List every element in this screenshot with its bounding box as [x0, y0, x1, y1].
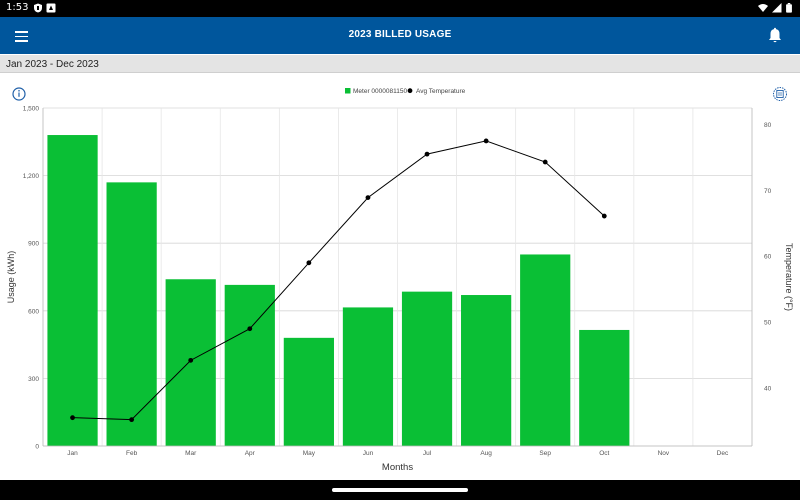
usage-bar-oct[interactable]: [579, 329, 630, 446]
legend-label-meter: Meter 0000081150: [353, 88, 407, 95]
chart-temperature-line: [70, 138, 607, 423]
y2-tick-label: 70: [764, 188, 772, 195]
page-title: 2023 BILLED USAGE: [348, 29, 452, 40]
usage-bar-sep[interactable]: [520, 254, 571, 446]
date-range-bar: Jan 2023 - Dec 2023: [0, 55, 800, 73]
legend-swatch-temperature: [407, 88, 413, 94]
chart-legend: Meter 0000081150 Avg Temperature: [345, 88, 466, 95]
home-gesture-handle[interactable]: [332, 488, 468, 492]
app-bar: 2023 BILLED USAGE: [0, 17, 800, 54]
y2-tick-label: 40: [764, 386, 772, 393]
battery-icon: [786, 3, 792, 13]
y-tick-label: 300: [28, 376, 39, 383]
info-icon-stem: [18, 92, 20, 97]
chart-area: 0 300 600 900 1,200 1,500 40 50 60 70 80 Jan Feb Mar A…: [0, 74, 800, 480]
temperature-point-jun[interactable]: [365, 195, 371, 201]
x-tick-label: Jun: [363, 450, 374, 457]
temperature-point-may[interactable]: [306, 260, 312, 266]
x-tick-label: Apr: [245, 450, 256, 457]
legend-label-temperature: Avg Temperature: [416, 88, 466, 95]
y-tick-label: 0: [35, 444, 39, 451]
x-tick-label: Sep: [539, 450, 551, 457]
hamburger-menu-icon: [15, 31, 28, 33]
usage-bar-apr[interactable]: [224, 284, 275, 446]
usage-bar-aug[interactable]: [461, 295, 512, 446]
y-axis-title: Usage (kWh): [6, 251, 16, 304]
x-tick-label: Jul: [423, 450, 432, 457]
y2-tick-label: 80: [764, 122, 772, 129]
usage-bar-feb[interactable]: [106, 182, 157, 447]
x-axis-title: Months: [382, 462, 413, 473]
y2-tick-label: 60: [764, 254, 772, 261]
temperature-point-jan[interactable]: [70, 415, 75, 421]
bill-button[interactable]: [773, 87, 787, 101]
usage-bar-jan[interactable]: [47, 135, 98, 446]
notifications-button[interactable]: [766, 26, 784, 46]
y-tick-label: 1,200: [23, 173, 40, 180]
shield-icon: [34, 3, 42, 13]
usage-bar-jul[interactable]: [401, 291, 453, 446]
x-tick-label: Feb: [126, 450, 138, 457]
app-notification-icon: [46, 3, 56, 13]
x-tick-label: May: [303, 450, 316, 457]
bill-icon: [773, 87, 787, 101]
y-tick-label: 900: [28, 241, 39, 248]
wifi-icon: [758, 4, 768, 12]
info-icon: [12, 87, 26, 101]
temperature-point-feb[interactable]: [129, 417, 135, 423]
status-bar: 1:53: [0, 0, 800, 17]
y-tick-label: 600: [28, 308, 39, 315]
temperature-point-oct[interactable]: [601, 213, 607, 219]
bill-icon-doc: [776, 90, 784, 98]
temperature-line: [72, 140, 605, 421]
y-tick-label: 1,500: [23, 106, 40, 113]
x-tick-label: Mar: [185, 450, 197, 457]
usage-chart: 0 300 600 900 1,200 1,500 40 50 60 70 80 Jan Feb Mar A…: [6, 87, 794, 474]
navigation-bar: [0, 480, 800, 500]
notification-bell-icon: [769, 27, 781, 43]
hamburger-menu-icon-line: [15, 35, 28, 38]
chart-grid: [42, 107, 753, 447]
chart-axes: 0 300 600 900 1,200 1,500 40 50 60 70 80 Jan Feb Mar A…: [6, 106, 794, 474]
x-tick-label: Oct: [599, 450, 609, 457]
status-time: 1:53: [6, 2, 29, 13]
hamburger-menu-icon-line: [15, 40, 28, 42]
x-tick-label: Aug: [480, 450, 492, 457]
temperature-point-sep[interactable]: [542, 159, 548, 165]
menu-button[interactable]: [10, 25, 34, 47]
date-range-label: Jan 2023 - Dec 2023: [6, 59, 99, 70]
temperature-point-jul[interactable]: [424, 151, 430, 157]
temperature-point-mar[interactable]: [188, 357, 194, 363]
legend-swatch-meter: [345, 88, 351, 94]
temperature-point-aug[interactable]: [483, 138, 489, 144]
info-button[interactable]: [12, 87, 26, 101]
y2-axis-title: Temperature (°F): [784, 243, 794, 311]
temperature-point-apr[interactable]: [247, 326, 253, 332]
usage-bar-jun[interactable]: [342, 307, 394, 446]
x-tick-label: Nov: [658, 450, 670, 457]
signal-icon: [772, 3, 782, 13]
usage-bar-may[interactable]: [283, 337, 334, 446]
y2-tick-label: 50: [764, 320, 772, 327]
chart-bars: [47, 135, 630, 447]
x-tick-label: Dec: [717, 450, 729, 457]
info-icon-dot: [18, 90, 20, 92]
x-tick-label: Jan: [67, 450, 78, 457]
